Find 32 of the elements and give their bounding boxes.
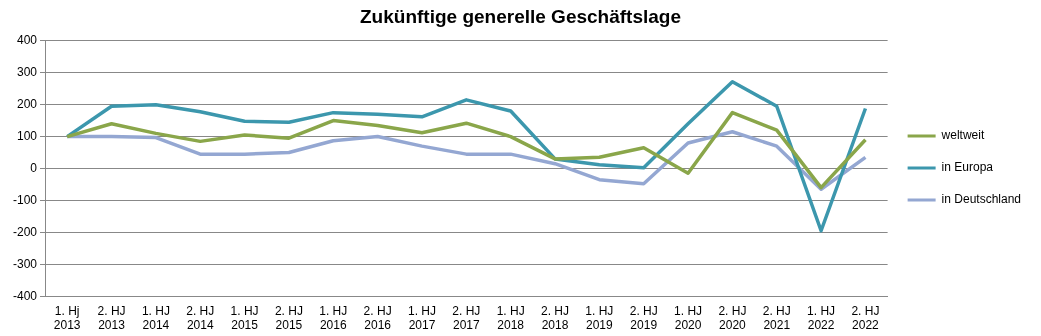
chart-title: Zukünftige generelle Geschäftslage bbox=[360, 5, 681, 27]
x-tick-label: 1. HJ 2014 bbox=[141, 303, 170, 333]
x-tick-label: 2. HJ 2013 bbox=[97, 303, 126, 333]
legend-label: in Europa bbox=[941, 160, 994, 175]
x-tick-label: 1. HJ 2020 bbox=[674, 303, 703, 333]
x-tick-label: 2. HJ 2020 bbox=[718, 303, 747, 333]
x-tick-label: 2. HJ 2019 bbox=[629, 303, 658, 333]
x-tick-label: 1. HJ 2017 bbox=[407, 303, 436, 333]
x-tick-label: 1. HJ 2016 bbox=[319, 303, 348, 333]
y-tick-label: 300 bbox=[16, 65, 38, 80]
x-tick-label: 2. HJ 2021 bbox=[762, 303, 791, 333]
x-tick-label: 1. HJ 2022 bbox=[807, 303, 836, 333]
y-tick-label: -300 bbox=[12, 256, 38, 271]
x-tick-label: 2. HJ 2018 bbox=[541, 303, 570, 333]
legend-label: weltweit bbox=[940, 128, 985, 143]
x-tick-label: 1. HJ 2018 bbox=[496, 303, 525, 333]
y-tick-label: -200 bbox=[12, 224, 38, 239]
y-tick-label: -400 bbox=[12, 288, 38, 303]
legend-label: in Deutschland bbox=[941, 192, 1022, 207]
x-tick-label: 2. HJ 2022 bbox=[851, 303, 880, 333]
y-tick-label: 100 bbox=[16, 128, 38, 143]
x-tick-label: 1. HJ 2019 bbox=[585, 303, 614, 333]
x-tick-label: 2. HJ 2014 bbox=[186, 303, 215, 333]
x-tick-label: 1. Hj 2013 bbox=[53, 303, 81, 333]
x-tick-label: 2. HJ 2017 bbox=[452, 303, 481, 333]
x-tick-label: 2. HJ 2016 bbox=[363, 303, 392, 333]
x-tick-label: 1. HJ 2015 bbox=[230, 303, 259, 333]
y-tick-label: 400 bbox=[16, 33, 38, 48]
y-tick-label: -100 bbox=[12, 192, 38, 207]
y-tick-label: 200 bbox=[16, 96, 38, 111]
y-tick-label: 0 bbox=[30, 160, 38, 175]
x-tick-label: 2. HJ 2015 bbox=[274, 303, 303, 333]
